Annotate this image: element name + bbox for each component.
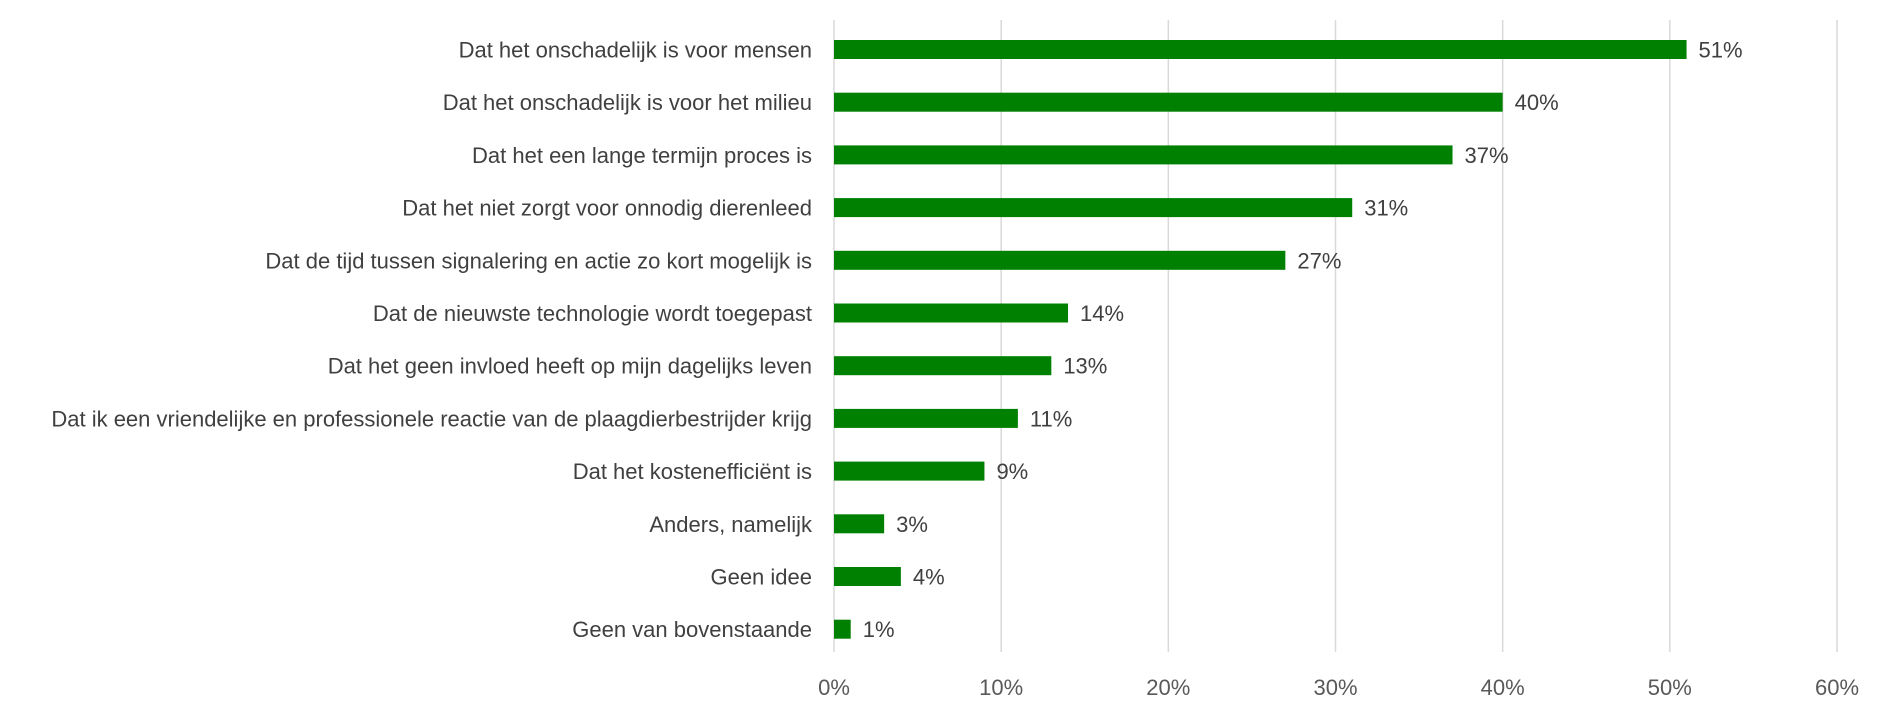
bar bbox=[834, 250, 1286, 270]
bar bbox=[834, 461, 985, 481]
category-label: Dat de nieuwste technologie wordt toegep… bbox=[373, 301, 812, 326]
category-label: Dat het een lange termijn proces is bbox=[472, 143, 812, 168]
category-label: Geen idee bbox=[710, 565, 812, 590]
bar bbox=[834, 92, 1503, 112]
data-label: 3% bbox=[896, 512, 928, 537]
bar bbox=[834, 145, 1453, 165]
data-label: 27% bbox=[1297, 248, 1341, 273]
category-label: Anders, namelijk bbox=[649, 512, 813, 537]
category-label: Dat het niet zorgt voor onnodig dierenle… bbox=[402, 196, 812, 221]
data-label: 13% bbox=[1063, 354, 1107, 379]
category-labels: Dat het onschadelijk is voor mensen Dat h… bbox=[51, 38, 813, 643]
data-labels: 51% 40% 37% 31% 27% 14% 13% 11% 9% 3% 4% 1% bbox=[863, 38, 1743, 643]
x-tick-label: 50% bbox=[1648, 675, 1692, 700]
data-label: 40% bbox=[1515, 90, 1559, 115]
category-label: Dat het onschadelijk is voor mensen bbox=[459, 38, 812, 63]
category-label: Geen van bovenstaande bbox=[572, 617, 812, 642]
data-label: 11% bbox=[1030, 406, 1072, 431]
x-tick-label: 20% bbox=[1146, 675, 1190, 700]
x-tick-label: 60% bbox=[1815, 675, 1859, 700]
x-tick-label: 40% bbox=[1481, 675, 1525, 700]
x-axis-tick-labels: 0% 10% 20% 30% 40% 50% 60% bbox=[818, 675, 1859, 700]
bars bbox=[834, 40, 1687, 639]
data-label: 51% bbox=[1699, 38, 1743, 63]
x-tick-label: 10% bbox=[979, 675, 1023, 700]
category-label: Dat de tijd tussen signalering en actie … bbox=[265, 248, 812, 273]
data-label: 9% bbox=[996, 459, 1028, 484]
category-label: Dat het onschadelijk is voor het milieu bbox=[443, 90, 812, 115]
x-tick-label: 30% bbox=[1313, 675, 1357, 700]
data-label: 31% bbox=[1364, 196, 1408, 221]
category-label: Dat het kostenefficiënt is bbox=[573, 459, 812, 484]
data-label: 14% bbox=[1080, 301, 1124, 326]
bar bbox=[834, 303, 1069, 323]
bar bbox=[834, 567, 901, 586]
bar bbox=[834, 514, 885, 534]
x-tick-label: 0% bbox=[818, 675, 850, 700]
gridlines bbox=[833, 20, 1838, 652]
bar bbox=[834, 356, 1052, 376]
bar bbox=[834, 40, 1687, 59]
data-label: 1% bbox=[863, 617, 895, 642]
data-label: 37% bbox=[1465, 143, 1509, 168]
bar bbox=[834, 408, 1018, 428]
bar bbox=[834, 198, 1353, 218]
category-label: Dat ik een vriendelijke en professionele… bbox=[51, 406, 812, 431]
bar bbox=[834, 619, 851, 639]
data-label: 4% bbox=[913, 565, 945, 590]
category-label: Dat het geen invloed heeft op mijn dagel… bbox=[328, 354, 812, 379]
